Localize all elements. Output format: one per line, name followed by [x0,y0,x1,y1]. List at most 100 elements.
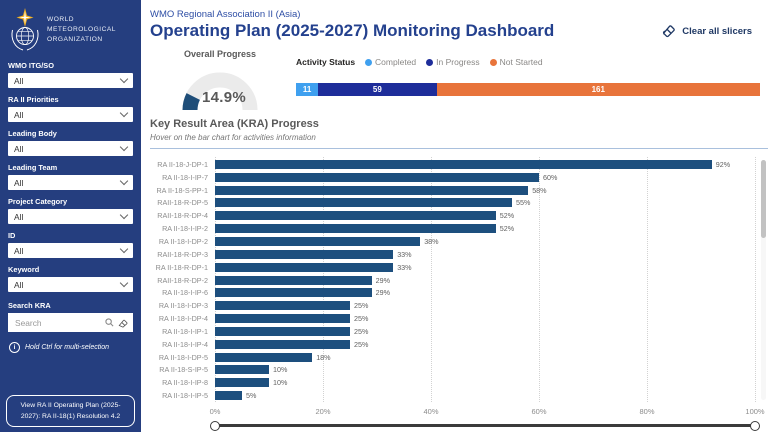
dropdown-value: All [14,211,24,222]
slider-track[interactable] [214,424,756,427]
clear-all-slicers-label: Clear all slicers [682,25,752,37]
legend-item-completed: Completed [365,57,416,67]
bar-ra-ii-18-i-dp-4[interactable] [215,314,350,324]
bar-row-raii-18-r-dp-4: RAII-18-R-DP-4 52% [150,209,766,222]
filter-dropdown-id[interactable]: All [8,243,133,258]
bar-value-label: 5% [246,391,257,401]
bar-row-raii-18-r-dp-2: RAII-18-R-DP-2 29% [150,274,766,287]
chart-scrollbar[interactable] [761,160,766,400]
bar-value-label: 10% [273,365,288,375]
bar-value-label: 52% [499,224,515,234]
bar-value-label: 29% [375,288,390,298]
bar-row-ra-ii-18-j-dp-1: RA II-18-J-DP-1 92% [150,158,766,171]
bar-ra-ii-18-i-ip-8[interactable] [215,378,269,388]
chart-scrollbar-thumb[interactable] [761,160,766,238]
stacked-segment-in-progress[interactable]: 59 [318,83,437,96]
gauge-title: Overall Progress [183,49,257,59]
x-axis-range-slider[interactable] [210,420,760,431]
stacked-segment-completed[interactable]: 11 [296,83,319,96]
category-label: RA II-18-R-DP-1 [155,262,208,272]
bar-value-label: 58% [532,185,547,195]
clear-all-slicers-button[interactable]: Clear all slicers [662,24,752,38]
bar-row-ra-ii-18-s-ip-5: RA II-18-S-IP-5 10% [150,364,766,377]
filter-group-wmo-itg-so: WMO ITG/SO All [8,61,133,88]
slider-handle-right[interactable] [750,420,760,431]
filter-dropdown-keyword[interactable]: All [8,277,133,292]
bar-value-label: 33% [397,262,412,272]
bar-value-label: 60% [543,172,558,182]
gridline-80% [647,157,648,402]
slider-handle-left[interactable] [210,420,220,431]
legend-item-not-started: Not Started [489,57,543,67]
legend-dot-completed [365,58,373,66]
gridline-100% [755,157,756,402]
bar-ra-ii-18-i-dp-5[interactable] [215,352,313,362]
legend-label: In Progress [436,57,480,67]
bar-ra-ii-18-i-ip-2[interactable] [215,224,496,234]
legend-dot-not-started [489,58,497,66]
bar-ra-ii-18-i-ip-7[interactable] [215,172,539,182]
filter-dropdown-project-category[interactable]: All [8,209,133,224]
category-label: RA II-18-I-IP-7 [162,172,208,182]
bar-raii-18-r-dp-2[interactable] [215,275,372,285]
bar-value-label: 25% [354,314,369,324]
filter-dropdown-leading-team[interactable]: All [8,175,133,190]
bar-row-ra-ii-18-i-ip-7: RA II-18-I-IP-7 60% [150,171,766,184]
category-label: RA II-18-I-IP-5 [162,391,208,401]
search-icon [105,318,114,327]
bar-ra-ii-18-i-ip-4[interactable] [215,339,350,349]
bar-row-ra-ii-18-i-dp-5: RA II-18-I-DP-5 18% [150,351,766,364]
filter-label: ID [8,231,16,240]
filter-dropdown-wmo-itg-so[interactable]: All [8,73,133,88]
activity-status-block: Activity Status Completed In Progress Not … [296,57,760,96]
filter-sidebar: WORLD METEOROLOGICAL ORGANIZATION WMO IT… [0,0,141,432]
filter-label: Keyword [8,265,40,274]
gauge-value: 14.9% [201,89,246,106]
category-label: RAII-18-R-DP-5 [157,198,208,208]
section-divider [150,148,768,149]
bar-ra-ii-18-i-ip-1[interactable] [215,326,350,336]
category-label: RA II-18-S-IP-5 [159,365,208,375]
chevron-down-icon [119,142,129,152]
category-label: RAII-18-R-DP-2 [157,275,208,285]
legend-dot-in-progress [426,58,434,66]
bar-row-raii-18-r-dp-3: RAII-18-R-DP-3 33% [150,248,766,261]
bar-ra-ii-18-s-pp-1[interactable] [215,185,529,195]
bar-ra-ii-18-i-dp-2[interactable] [215,236,421,246]
gridline-40% [431,157,432,402]
info-icon: i [9,342,20,353]
clear-search-eraser-icon[interactable] [118,318,128,328]
bar-ra-ii-18-j-dp-1[interactable] [215,159,712,169]
bar-ra-ii-18-i-ip-5[interactable] [215,391,242,401]
filter-dropdown-leading-body[interactable]: All [8,141,133,156]
activity-status-stacked-bar[interactable]: 11 59 161 [296,83,760,96]
bar-raii-18-r-dp-3[interactable] [215,249,394,259]
bar-row-ra-ii-18-i-ip-8: RA II-18-I-IP-8 10% [150,376,766,389]
bar-ra-ii-18-s-ip-5[interactable] [215,365,269,375]
bar-raii-18-r-dp-5[interactable] [215,198,512,208]
filter-group-project-category: Project Category All [8,197,133,224]
view-operating-plan-button[interactable]: View RA II Operating Plan (2025-2027): R… [6,394,135,427]
dropdown-value: All [14,279,24,290]
category-label: RA II-18-I-IP-6 [162,288,208,298]
category-label: RA II-18-I-DP-4 [158,314,208,324]
search-kra-group: Search KRA [8,301,133,332]
bar-row-ra-ii-18-i-dp-2: RA II-18-I-DP-2 38% [150,235,766,248]
bar-row-ra-ii-18-i-dp-4: RA II-18-I-DP-4 25% [150,312,766,325]
search-kra-box[interactable] [8,313,133,332]
bar-row-ra-ii-18-i-ip-5: RA II-18-I-IP-5 5% [150,389,766,402]
category-label: RA II-18-I-DP-5 [158,352,208,362]
bar-ra-ii-18-i-dp-3[interactable] [215,301,350,311]
search-input[interactable] [13,316,101,329]
bar-ra-ii-18-r-dp-1[interactable] [215,262,394,272]
activity-status-legend: Activity Status Completed In Progress Not … [296,57,760,67]
bar-raii-18-r-dp-4[interactable] [215,211,496,221]
filter-dropdown-ra-ii-priorities[interactable]: All [8,107,133,122]
bar-ra-ii-18-i-ip-6[interactable] [215,288,372,298]
category-label: RAII-18-R-DP-3 [157,249,208,259]
stacked-segment-not-started[interactable]: 161 [436,83,760,96]
category-label: RA II-18-I-DP-3 [158,301,208,311]
bar-rows: RA II-18-J-DP-1 92% RA II-18-I-IP-7 60% RA I… [150,158,766,402]
bar-row-ra-ii-18-i-ip-1: RA II-18-I-IP-1 25% [150,325,766,338]
chevron-down-icon [119,176,129,186]
